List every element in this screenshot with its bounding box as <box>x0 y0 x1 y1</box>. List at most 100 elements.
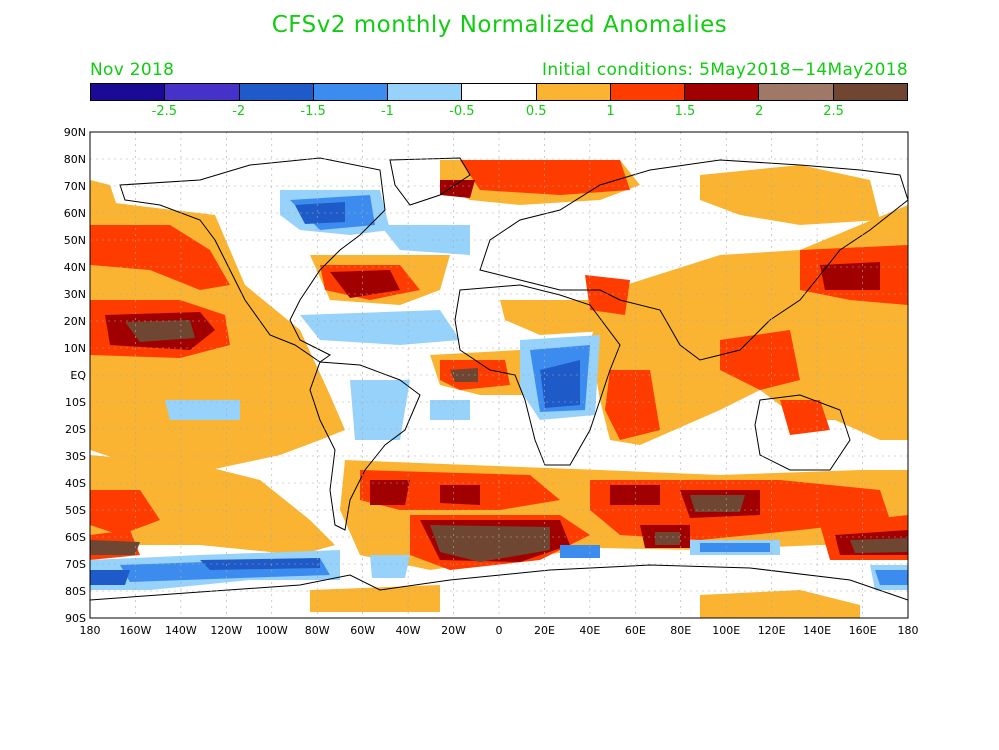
colorbar-segment <box>759 84 834 100</box>
anomaly-region <box>850 538 908 553</box>
anomaly-region <box>90 490 160 535</box>
latitude-label: 50S <box>65 504 86 517</box>
anomaly-region <box>690 495 745 512</box>
colorbar-segment <box>462 84 537 100</box>
forecast-month: Nov 2018 <box>90 60 175 80</box>
colorbar-label: -2.5 <box>151 104 178 119</box>
latitude-labels: 90N 80N 70N 60N 50N 40N 30N 20N 10N EQ 10S 20S 30S 40… <box>64 126 87 625</box>
colorbar-label: 0.5 <box>525 104 547 119</box>
anomaly-region <box>90 180 120 220</box>
anomaly-region <box>90 225 230 290</box>
colorbar-segment <box>536 84 611 100</box>
latitude-label: 60N <box>64 207 86 220</box>
anomaly-region <box>440 180 475 198</box>
colorbar-label: 2.5 <box>823 104 844 119</box>
longitude-label: 40W <box>396 624 421 637</box>
anomaly-region <box>700 590 860 618</box>
anomaly-region <box>560 545 600 558</box>
latitude-label: 80N <box>64 153 86 166</box>
anomaly-region <box>90 540 140 555</box>
coastline-south-america <box>309 361 421 531</box>
latitude-label: 10S <box>65 396 86 409</box>
longitude-label: 140E <box>803 624 831 637</box>
anomaly-region <box>330 270 400 298</box>
colorbar-segment <box>833 84 907 100</box>
longitude-label: 80E <box>670 624 691 637</box>
colorbar-segment <box>685 84 760 100</box>
longitude-label: 120E <box>758 624 786 637</box>
coastline-antarctica <box>90 564 908 601</box>
anomaly-region <box>380 225 470 255</box>
map-title: CFSv2 monthly Normalized Anomalies <box>271 12 728 38</box>
longitude-labels: 180 160W 140W 120W 100W 80W 60W 40W 20W 0 20E 40E 60… <box>80 624 919 637</box>
anomaly-region <box>90 570 130 585</box>
coastline-north-america <box>119 157 386 363</box>
colorbar-label: 1.5 <box>674 104 696 119</box>
longitude-label: 40E <box>579 624 600 637</box>
longitude-label: 60W <box>350 624 375 637</box>
colorbar-segment <box>239 84 314 100</box>
latitude-label: 30S <box>65 450 86 463</box>
anomaly-region <box>370 480 410 505</box>
anomaly-region <box>655 532 680 545</box>
map-frame <box>89 131 909 619</box>
anomaly-region <box>700 165 880 225</box>
anomaly-region <box>585 275 630 315</box>
colorbar-segment <box>388 84 463 100</box>
longitude-label: 180 <box>898 624 919 637</box>
latitude-label: 10N <box>64 342 86 355</box>
longitude-label: 100E <box>712 624 740 637</box>
colorbar-segment <box>610 84 686 100</box>
anomaly-region <box>820 262 880 290</box>
anomaly-region <box>350 380 410 440</box>
colorbar-segment <box>91 84 166 100</box>
anomaly-region <box>460 160 630 195</box>
latitude-label: 70S <box>65 558 86 571</box>
latitude-label: 20S <box>65 423 86 436</box>
latitude-label: 80S <box>65 585 86 598</box>
anomaly-region <box>780 400 830 435</box>
latitude-label: 90N <box>64 126 86 139</box>
longitude-label: 100W <box>256 624 288 637</box>
initial-conditions: Initial conditions: 5May2018−14May2018 <box>542 60 908 80</box>
latitude-label: 50N <box>64 234 86 247</box>
latitude-label: 40S <box>65 477 86 490</box>
anomaly-region <box>430 525 550 562</box>
anomaly-region <box>440 485 480 505</box>
latitude-label: 60S <box>65 531 86 544</box>
anomaly-region <box>875 570 908 585</box>
colorbar-label: -1 <box>380 104 394 119</box>
anomaly-region <box>605 370 660 440</box>
anomaly-region <box>370 555 410 578</box>
anomaly-region <box>310 585 440 612</box>
colorbar-segment <box>165 84 240 100</box>
longitude-label: 0 <box>496 624 503 637</box>
anomaly-fields <box>90 160 908 618</box>
anomaly-region <box>540 360 580 408</box>
anomaly-region <box>90 455 335 555</box>
latitude-label: 70N <box>64 180 86 193</box>
latitude-label: 30N <box>64 288 86 301</box>
coastline-australia <box>754 394 851 471</box>
anomaly-region <box>700 543 770 552</box>
longitude-label: 140W <box>165 624 197 637</box>
longitude-label: 80W <box>305 624 330 637</box>
anomaly-region <box>430 400 470 420</box>
colorbar-label: 1 <box>606 104 615 119</box>
latitude-label: 90S <box>65 612 86 625</box>
latitude-label: 20N <box>64 315 86 328</box>
coastline-europe-asia <box>479 159 908 361</box>
colorbar-label: -1.5 <box>300 104 326 119</box>
longitude-label: 180 <box>80 624 101 637</box>
colorbar <box>90 83 908 101</box>
colorbar-label: -0.5 <box>449 104 475 119</box>
longitude-label: 160W <box>120 624 152 637</box>
colorbar-segment <box>313 84 389 100</box>
anomaly-region <box>165 400 240 420</box>
longitude-label: 120W <box>210 624 242 637</box>
latitude-label: 40N <box>64 261 86 274</box>
anomaly-region <box>610 485 660 505</box>
coastlines <box>90 157 908 601</box>
colorbar-label: -2 <box>232 104 246 119</box>
